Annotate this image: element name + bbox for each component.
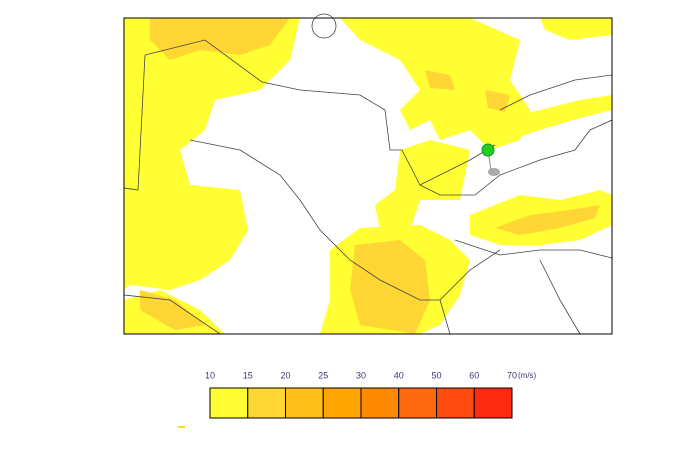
legend-cell <box>209 387 249 419</box>
legend-cell <box>436 387 475 419</box>
legend-cell <box>285 387 324 419</box>
legend-cell <box>247 387 286 419</box>
legend-cell <box>360 387 400 419</box>
legend-label: 60 <box>469 370 479 380</box>
legend-label: 10 <box>205 370 215 380</box>
wind-field <box>124 18 612 334</box>
legend-label: 70 <box>507 370 517 380</box>
legend-label: 20 <box>280 370 290 380</box>
pin-shadow <box>488 168 500 176</box>
legend-label: 50 <box>431 370 441 380</box>
map <box>123 13 613 335</box>
legend-unit: (m/s) <box>518 371 537 380</box>
legend-cell <box>322 387 362 419</box>
legend-label: 15 <box>243 370 253 380</box>
map-frame <box>123 17 613 335</box>
legend-label: 30 <box>356 370 366 380</box>
legend-label: 40 <box>394 370 404 380</box>
legend-cell <box>473 387 513 419</box>
legend-cell <box>398 387 437 419</box>
lake <box>311 13 337 39</box>
legend: 10 15 20 25 30 40 50 60 70 (m/s) <box>205 370 537 419</box>
legend-label: 25 <box>318 370 328 380</box>
location-pin[interactable] <box>481 143 495 157</box>
